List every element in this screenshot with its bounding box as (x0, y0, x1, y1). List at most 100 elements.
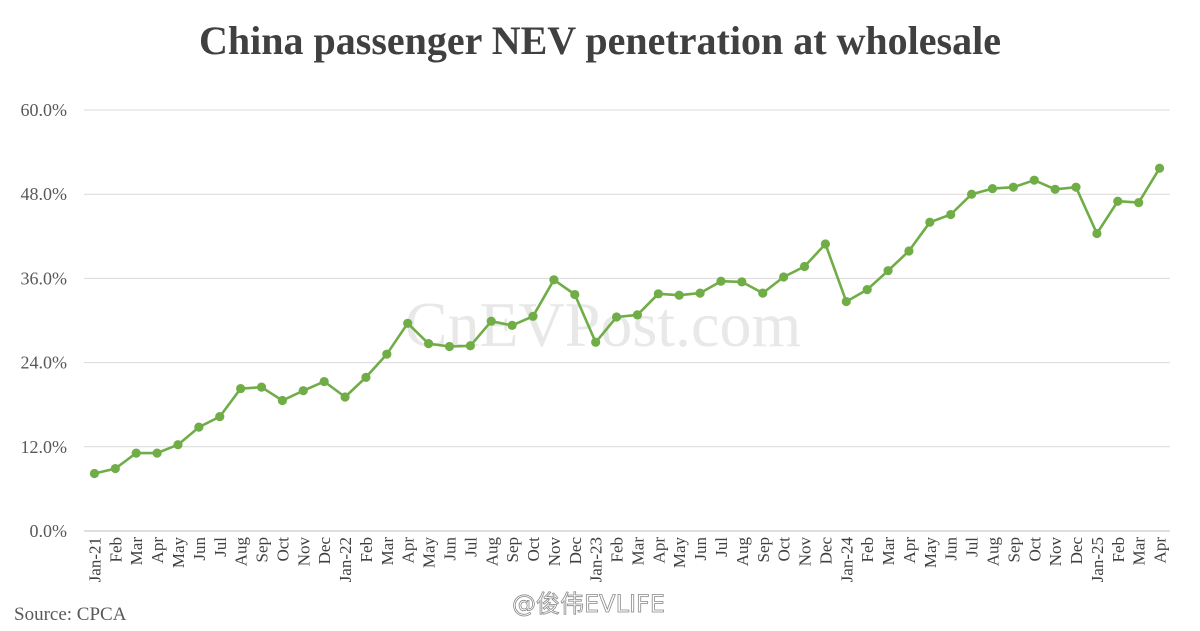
data-point (591, 337, 601, 347)
credit-watermark: @俊伟EVLIFE (512, 590, 665, 618)
x-tick-label: Oct (775, 537, 794, 562)
x-tick-label: Jan-25 (1088, 537, 1107, 582)
data-point (215, 412, 225, 422)
data-point (319, 376, 329, 387)
data-point (1071, 182, 1081, 192)
data-point (883, 266, 893, 276)
x-tick-label: Feb (858, 537, 877, 563)
x-tick-label: Jul (461, 537, 480, 557)
data-point (549, 275, 559, 285)
x-tick-label: Feb (608, 537, 627, 563)
x-tick-label: Apr (900, 537, 919, 564)
data-point (486, 316, 496, 326)
data-point (89, 468, 100, 479)
x-tick-label: Jul (211, 537, 230, 557)
data-point (465, 341, 475, 351)
x-tick-label: Jun (440, 537, 459, 561)
series (89, 163, 1165, 479)
data-point (820, 239, 831, 249)
data-point (695, 288, 705, 298)
data-point (340, 392, 350, 402)
data-point (507, 320, 517, 331)
series-line (94, 167, 1161, 475)
data-point (737, 277, 747, 287)
x-tick-label: Nov (294, 537, 313, 567)
data-point (131, 448, 141, 458)
data-point (298, 386, 308, 396)
data-point (173, 440, 183, 450)
x-tick-label: Nov (1046, 537, 1065, 567)
x-tick-label: Feb (357, 537, 376, 563)
data-point (1092, 228, 1102, 239)
x-tick-label: Aug (733, 537, 752, 567)
x-tick-label: Oct (1025, 537, 1044, 562)
data-point (758, 288, 768, 298)
data-point (716, 276, 726, 286)
x-tick-label: Jul (963, 537, 982, 557)
y-axis-ticks: 0.0% 12.0% 24.0% 36.0% 48.0% 60.0% (21, 100, 68, 541)
data-point (799, 261, 810, 272)
watermark: CnEVPost.com (405, 289, 801, 360)
x-tick-label: Jun (942, 537, 961, 561)
data-point (946, 209, 956, 220)
x-tick-label: Dec (816, 537, 835, 565)
gridlines (84, 109, 1170, 448)
x-tick-label: Sep (253, 537, 272, 563)
y-tick-label: 60.0% (21, 100, 68, 120)
x-tick-label: Sep (754, 537, 773, 563)
x-tick-label: Dec (1067, 537, 1086, 565)
data-point (674, 290, 684, 300)
data-point (236, 383, 246, 394)
data-point (1134, 198, 1144, 208)
data-point (1029, 175, 1039, 185)
data-point (1008, 182, 1018, 192)
data-point (925, 217, 935, 227)
x-tick-label: Jun (190, 537, 209, 561)
x-tick-label: Feb (1109, 537, 1128, 563)
x-tick-label: Jan-23 (587, 537, 606, 582)
data-point (632, 310, 643, 320)
x-axis-ticks: Jan-21 Feb Mar Apr May Jun Jul Aug Sep Oct Nov Dec J… (85, 537, 1169, 583)
data-point (904, 246, 914, 256)
x-tick-label: Apr (1151, 537, 1170, 564)
chart-title: China passenger NEV penetration at whole… (199, 18, 1001, 63)
x-tick-label: Mar (879, 537, 898, 566)
x-tick-label: Feb (106, 537, 125, 563)
y-tick-label: 12.0% (21, 437, 68, 457)
x-tick-label: Nov (545, 537, 564, 567)
x-tick-label: Jan-21 (85, 537, 104, 582)
x-tick-label: Dec (315, 537, 334, 565)
y-tick-label: 0.0% (30, 521, 68, 541)
x-tick-label: Apr (148, 537, 167, 564)
data-point (653, 289, 663, 299)
x-tick-label: Aug (482, 537, 501, 567)
x-tick-label: Jun (691, 537, 710, 561)
x-tick-label: May (670, 537, 689, 569)
x-tick-label: Mar (628, 537, 647, 566)
x-tick-label: Jul (712, 537, 731, 557)
data-point (361, 372, 371, 382)
x-tick-label: Mar (378, 537, 397, 566)
x-tick-label: Apr (399, 537, 418, 564)
data-point (528, 311, 538, 321)
data-point (277, 395, 288, 406)
data-point (1050, 184, 1060, 194)
x-tick-label: Mar (1130, 537, 1149, 566)
x-tick-label: Aug (232, 537, 251, 567)
x-tick-label: Mar (127, 537, 146, 566)
x-tick-label: Oct (273, 537, 292, 562)
data-point (862, 285, 872, 295)
data-point (1154, 163, 1165, 173)
data-point (841, 296, 851, 307)
x-tick-label: May (169, 537, 188, 569)
data-point (256, 382, 267, 392)
x-tick-label: Jan-22 (336, 537, 355, 582)
data-point (194, 422, 204, 432)
x-tick-label: Sep (1004, 537, 1023, 563)
data-point (611, 312, 622, 322)
x-tick-label: May (921, 537, 940, 569)
x-tick-label: Aug (983, 537, 1002, 567)
y-tick-label: 24.0% (21, 353, 68, 373)
x-tick-label: Nov (796, 537, 815, 567)
